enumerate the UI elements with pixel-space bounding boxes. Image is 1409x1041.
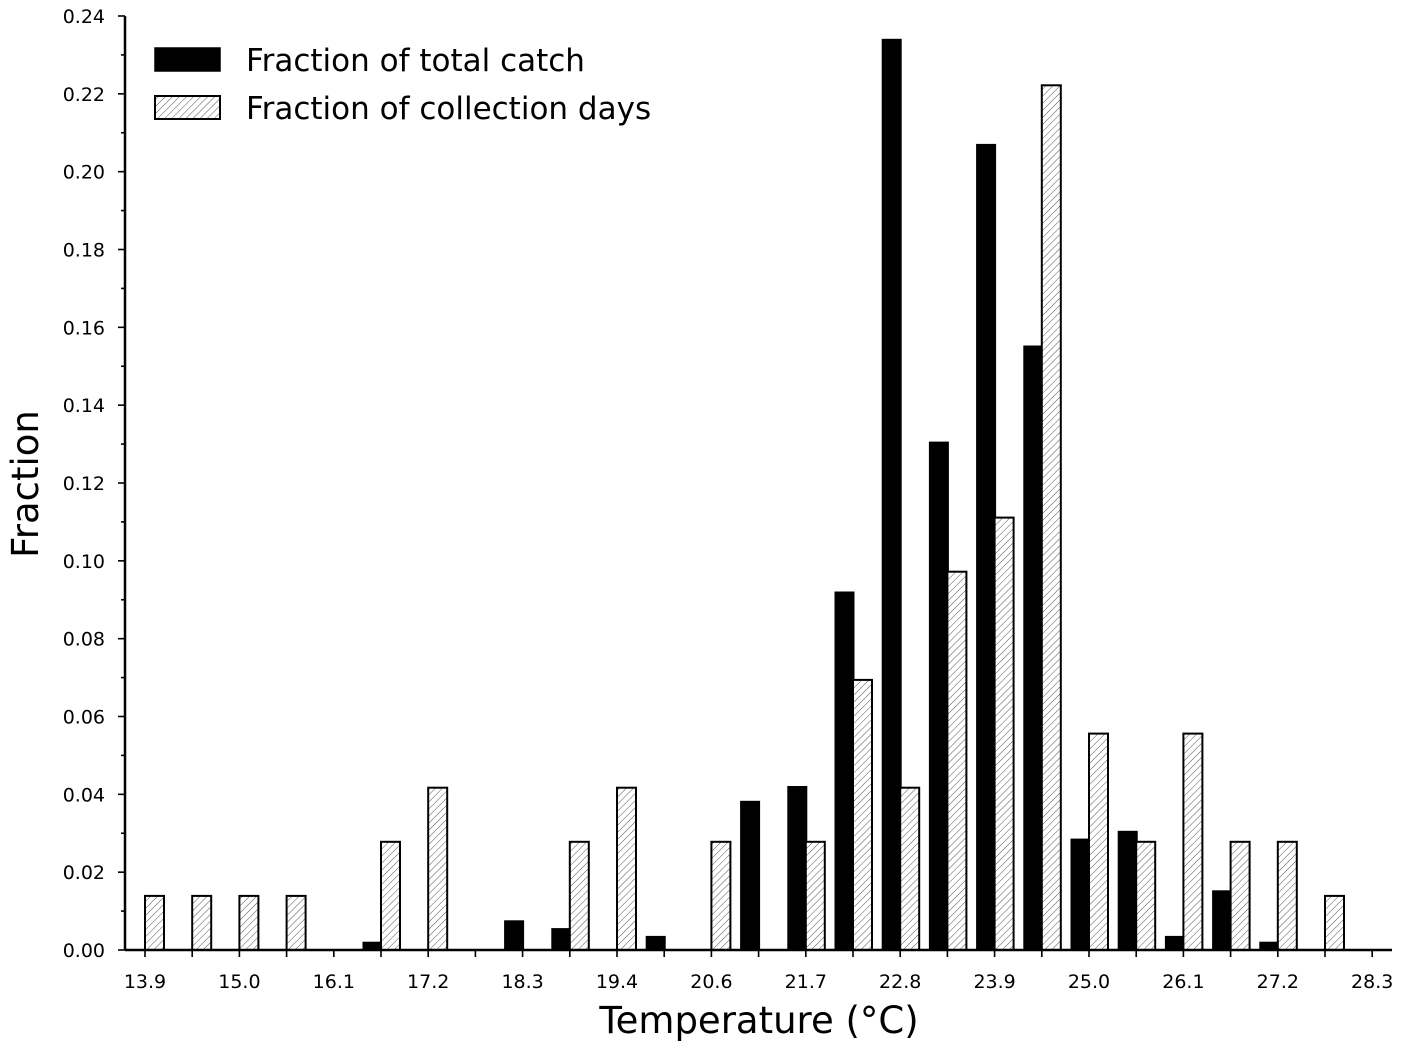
bar-days-20 — [1088, 732, 1109, 951]
x-tick-label: 21.7 — [785, 971, 827, 993]
bar-days-23 — [1229, 840, 1251, 951]
legend-label-total-catch: Fraction of total catch — [246, 43, 585, 79]
y-axis-title: Fraction — [4, 410, 47, 558]
x-tick-label: 17.2 — [407, 971, 449, 993]
bar-days-25 — [1324, 894, 1345, 952]
x-tick-label: 23.9 — [973, 971, 1015, 993]
bars-group — [144, 38, 1345, 952]
bar-catch-23 — [1212, 890, 1233, 951]
bar-catch-20 — [1070, 838, 1091, 951]
bar-days-3 — [285, 894, 307, 952]
y-tick-label: 0.10 — [63, 551, 105, 573]
x-axis-title: Temperature (°C) — [598, 999, 918, 1041]
bar-days-14 — [804, 840, 826, 951]
bar-catch-11 — [645, 935, 666, 951]
bar-days-2 — [238, 894, 260, 952]
x-tick-label: 20.6 — [690, 971, 732, 993]
bar-days-21 — [1135, 840, 1157, 951]
bar-days-5 — [380, 840, 401, 951]
x-tick-label: 13.9 — [124, 971, 166, 993]
bar-days-16 — [899, 786, 921, 952]
bar-days-0 — [144, 894, 165, 952]
bar-days-17 — [946, 570, 968, 951]
y-tick-label: 0.24 — [63, 6, 105, 28]
x-tick-label: 18.3 — [501, 971, 543, 993]
bar-days-9 — [568, 840, 590, 951]
bar-catch-15 — [834, 591, 855, 951]
y-tick-label: 0.06 — [63, 707, 105, 729]
legend: Fraction of total catch Fraction of coll… — [154, 43, 651, 127]
bar-days-12 — [710, 840, 732, 951]
y-tick-label: 0.22 — [63, 84, 105, 106]
y-tick-label: 0.20 — [63, 162, 105, 184]
x-tick-label: 28.3 — [1351, 971, 1393, 993]
bar-days-15 — [852, 678, 873, 952]
legend-label-collection-days: Fraction of collection days — [246, 91, 651, 127]
x-tick-label: 16.1 — [313, 971, 355, 993]
y-tick-label: 0.08 — [63, 629, 105, 651]
bar-catch-13 — [740, 800, 761, 951]
bar-days-10 — [616, 786, 637, 952]
legend-swatch-total-catch — [154, 47, 221, 72]
y-tick-label: 0.12 — [63, 473, 105, 495]
bar-days-1 — [191, 894, 213, 952]
legend-swatch-collection-days — [154, 95, 221, 120]
bar-catch-17 — [928, 441, 949, 951]
bar-catch-9 — [551, 928, 572, 951]
x-tick-label: 19.4 — [596, 971, 638, 993]
y-tick-label: 0.04 — [63, 784, 105, 806]
y-tick-label: 0.02 — [63, 862, 105, 884]
y-tick-label: 0.00 — [63, 940, 105, 962]
bar-catch-14 — [787, 786, 808, 951]
y-tick-label: 0.16 — [63, 317, 105, 339]
y-ticks-group: 0.00 0.02 0.04 0.06 0.08 0.10 0.12 0.14 0.16 0.18… — [63, 6, 125, 962]
x-tick-label: 15.0 — [218, 971, 260, 993]
bar-catch-18 — [976, 143, 997, 951]
y-tick-label: 0.14 — [63, 395, 105, 417]
bar-catch-21 — [1117, 830, 1138, 951]
bar-days-6 — [427, 786, 449, 952]
bar-catch-16 — [881, 38, 902, 951]
bar-days-22 — [1182, 732, 1204, 951]
x-tick-label: 25.0 — [1068, 971, 1110, 993]
x-tick-label: 22.8 — [879, 971, 921, 993]
bar-catch-22 — [1164, 935, 1185, 951]
y-tick-label: 0.18 — [63, 240, 105, 262]
x-tick-label: 26.1 — [1162, 971, 1204, 993]
bar-days-18 — [993, 516, 1015, 951]
bar-days-19 — [1040, 84, 1062, 952]
bar-catch-8 — [504, 920, 525, 951]
bar-catch-19 — [1023, 345, 1044, 951]
x-ticks-group: 13.9 15.0 16.1 17.2 18.3 19.4 20.6 21.7 22.8 23.9… — [124, 950, 1393, 993]
x-tick-label: 27.2 — [1257, 971, 1299, 993]
bar-days-24 — [1276, 840, 1298, 951]
